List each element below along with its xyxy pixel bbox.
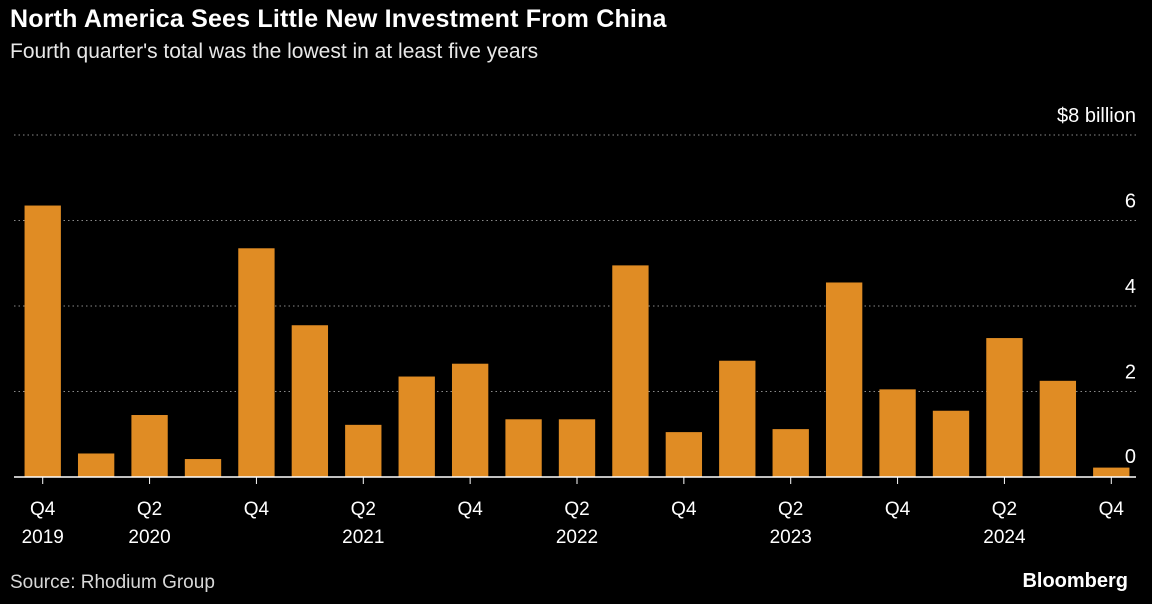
bar — [825, 282, 863, 477]
y-tick-label: 4 — [1125, 276, 1136, 298]
x-tick-label-quarter: Q2 — [564, 499, 589, 520]
y-tick-label: $8 billion — [1057, 105, 1136, 127]
y-axis-labels: $8 billion 6 4 2 0 — [1057, 105, 1136, 468]
x-tick-label-quarter: Q4 — [244, 499, 270, 520]
x-tick-label-quarter: Q4 — [30, 499, 56, 520]
x-ticks — [42, 477, 1112, 484]
bar — [184, 459, 222, 477]
bar — [612, 265, 649, 477]
x-tick-label-quarter: Q2 — [992, 499, 1017, 520]
chart-subtitle: Fourth quarter's total was the lowest in… — [10, 40, 539, 63]
bar — [291, 325, 329, 477]
x-tick-label-quarter: Q2 — [137, 499, 162, 520]
bar — [932, 410, 970, 477]
x-tick-label-year: 2022 — [556, 527, 598, 548]
bar — [24, 205, 61, 477]
source-note: Source: Rhodium Group — [10, 572, 215, 593]
bar — [719, 360, 756, 477]
y-tick-label: 6 — [1125, 191, 1136, 213]
bloomberg-logo: Bloomberg — [1022, 570, 1128, 592]
bar — [665, 432, 703, 477]
y-tick-label: 2 — [1125, 362, 1136, 384]
x-tick-label-quarter: Q2 — [778, 499, 803, 520]
x-tick-label-year: 2024 — [983, 527, 1026, 548]
x-tick-label-year: 2021 — [342, 527, 384, 548]
bar — [131, 415, 168, 477]
x-tick-label-quarter: Q4 — [885, 499, 911, 520]
bar — [77, 453, 115, 477]
bar — [879, 389, 916, 477]
bar — [558, 419, 596, 477]
chart-title: North America Sees Little New Investment… — [10, 5, 667, 33]
x-tick-label-year: 2023 — [770, 527, 812, 548]
gridlines — [14, 134, 1136, 392]
x-tick-label-quarter: Q4 — [457, 499, 483, 520]
bars — [24, 205, 1130, 477]
x-tick-label-quarter: Q2 — [351, 499, 376, 520]
bar — [1039, 380, 1077, 477]
bar — [505, 419, 542, 477]
x-tick-label-year: 2019 — [22, 527, 64, 548]
y-tick-label: 0 — [1125, 446, 1136, 468]
bar — [345, 424, 382, 477]
bar — [1093, 467, 1130, 477]
x-axis-labels: Q4 2019 Q2 2020 Q4 Q2 2021 Q4 Q2 2022 Q4 Q2 2023 Q4 Q2… — [22, 499, 1125, 548]
bar — [451, 363, 489, 477]
x-tick-label-quarter: Q4 — [671, 499, 697, 520]
x-tick-label-quarter: Q4 — [1099, 499, 1125, 520]
bar — [986, 338, 1023, 477]
bar — [398, 376, 435, 477]
bar — [772, 429, 809, 477]
bar — [238, 248, 275, 477]
x-tick-label-year: 2020 — [128, 527, 170, 548]
